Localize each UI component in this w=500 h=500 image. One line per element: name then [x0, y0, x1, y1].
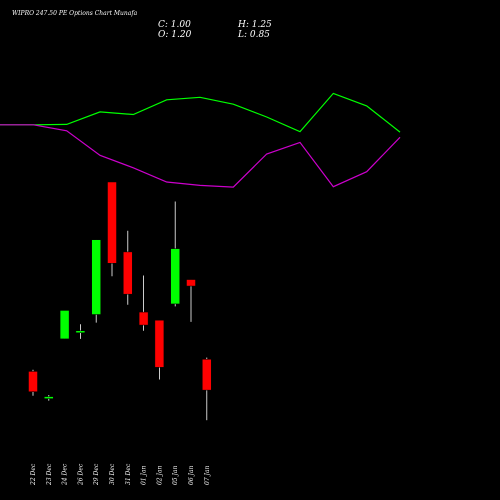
candle	[170, 201, 180, 307]
candle-body	[91, 239, 101, 315]
candle	[186, 279, 196, 322]
candle-body	[202, 358, 212, 391]
x-tick-label: 07 Jan	[204, 465, 211, 485]
x-tick-label: 01 Jan	[141, 465, 148, 485]
low-label: L: 0.85	[237, 30, 270, 40]
candle	[44, 394, 54, 401]
candle	[91, 239, 101, 323]
chart-title: WIPRO 247.50 PE Options Chart Munafa	[12, 10, 138, 17]
x-tick-label: 26 Dec	[77, 463, 84, 486]
candle	[123, 230, 133, 305]
candle	[138, 275, 149, 331]
x-tick-label: 24 Dec	[62, 463, 69, 486]
x-tick-label: 02 Jan	[156, 465, 163, 485]
indicator-line-2	[0, 124, 401, 188]
candle-body	[59, 310, 70, 340]
candle-body	[170, 248, 180, 305]
close-label: C: 1.00	[158, 20, 191, 30]
candle-body	[186, 279, 196, 287]
candles	[28, 181, 212, 421]
candle-body	[75, 330, 86, 334]
candle	[28, 369, 38, 396]
candle-body	[107, 181, 117, 264]
candle	[75, 324, 86, 339]
candle	[154, 319, 165, 380]
x-tick-label: 30 Dec	[109, 463, 116, 485]
open-label: O: 1.20	[158, 30, 192, 40]
x-tick-label: 31 Dec	[125, 463, 132, 485]
x-tick-label: 22 Dec	[30, 463, 37, 486]
x-axis-ticks: 22 Dec 23 Dec 24 Dec 26 Dec 29 Dec 30 Dec 31 D…	[30, 463, 211, 486]
high-label: H: 1.25	[237, 20, 272, 30]
candle-body	[28, 371, 38, 392]
candle-body	[44, 396, 54, 399]
candle	[107, 181, 117, 277]
candle	[59, 310, 70, 340]
candle	[202, 357, 212, 421]
indicator-lines	[0, 92, 401, 188]
indicator-line-1	[0, 92, 401, 133]
x-tick-label: 05 Jan	[172, 465, 179, 485]
x-tick-label: 29 Dec	[93, 463, 100, 486]
x-tick-label: 23 Dec	[46, 463, 53, 486]
candle-body	[154, 319, 165, 368]
x-tick-label: 06 Jan	[188, 465, 195, 485]
candle-body	[123, 251, 133, 295]
candle-body	[138, 311, 149, 326]
